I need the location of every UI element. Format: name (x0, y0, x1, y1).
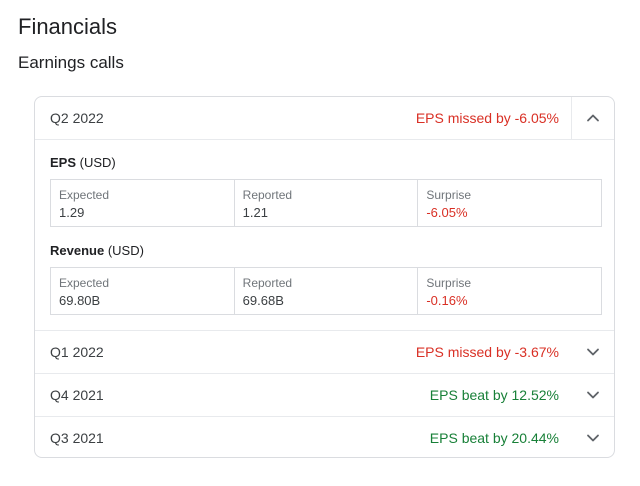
divider (35, 139, 614, 140)
reported-label: Reported (242, 188, 293, 202)
eps-status: EPS beat by 12.52% (429, 387, 559, 403)
eps-expected-cell: Expected 1.29 (51, 180, 234, 226)
eps-unit: (USD) (79, 155, 116, 170)
eps-status: EPS beat by 20.44% (429, 430, 559, 446)
quarter-label: Q3 2021 (50, 430, 104, 446)
revenue-unit: (USD) (107, 243, 144, 258)
eps-label: EPS (50, 155, 77, 170)
quarter-label: Q4 2021 (50, 387, 104, 403)
earnings-row-q4-2021[interactable]: Q4 2021 EPS beat by 12.52% (35, 374, 614, 416)
expected-label: Expected (59, 276, 110, 290)
eps-reported-cell: Reported 1.21 (233, 180, 418, 226)
chevron-down-icon (587, 391, 599, 399)
revenue-reported-cell: Reported 69.68B (233, 268, 418, 314)
eps-status: EPS missed by -6.05% (415, 110, 559, 126)
eps-heading: EPS (USD) (50, 155, 116, 171)
expand-button[interactable] (572, 374, 614, 416)
section-title: Earnings calls (18, 53, 124, 72)
surprise-value: -6.05% (426, 205, 468, 220)
surprise-value: -0.16% (426, 293, 468, 308)
surprise-label: Surprise (426, 188, 472, 202)
reported-value: 1.21 (242, 205, 268, 220)
expected-label: Expected (59, 188, 110, 202)
expand-button[interactable] (572, 331, 614, 373)
surprise-label: Surprise (426, 276, 472, 290)
eps-table: Expected 1.29 Reported 1.21 Surprise -6.… (50, 179, 602, 227)
divider (35, 416, 614, 417)
revenue-expected-cell: Expected 69.80B (51, 268, 234, 314)
revenue-surprise-cell: Surprise -0.16% (417, 268, 601, 314)
eps-surprise-cell: Surprise -6.05% (417, 180, 601, 226)
reported-label: Reported (242, 276, 293, 290)
earnings-row-q3-2021[interactable]: Q3 2021 EPS beat by 20.44% (35, 417, 614, 459)
earnings-calls-card: Q2 2022 EPS missed by -6.05% EPS (USD) E… (34, 96, 615, 458)
expected-value: 1.29 (59, 205, 85, 220)
chevron-up-icon (587, 114, 599, 122)
revenue-heading: Revenue (USD) (50, 243, 144, 259)
collapse-button[interactable] (571, 97, 614, 139)
revenue-label: Revenue (50, 243, 105, 258)
chevron-down-icon (587, 348, 599, 356)
divider (35, 330, 614, 331)
expected-value: 69.80B (59, 293, 101, 308)
earnings-row-q1-2022[interactable]: Q1 2022 EPS missed by -3.67% (35, 331, 614, 373)
expand-button[interactable] (572, 417, 614, 459)
quarter-label: Q1 2022 (50, 344, 104, 360)
quarter-label: Q2 2022 (50, 110, 104, 126)
divider (35, 373, 614, 374)
reported-value: 69.68B (242, 293, 284, 308)
eps-status: EPS missed by -3.67% (415, 344, 559, 360)
chevron-down-icon (587, 434, 599, 442)
page-title: Financials (18, 14, 118, 39)
revenue-table: Expected 69.80B Reported 69.68B Surprise… (50, 267, 602, 315)
earnings-row-q2-2022[interactable]: Q2 2022 EPS missed by -6.05% (35, 97, 614, 139)
